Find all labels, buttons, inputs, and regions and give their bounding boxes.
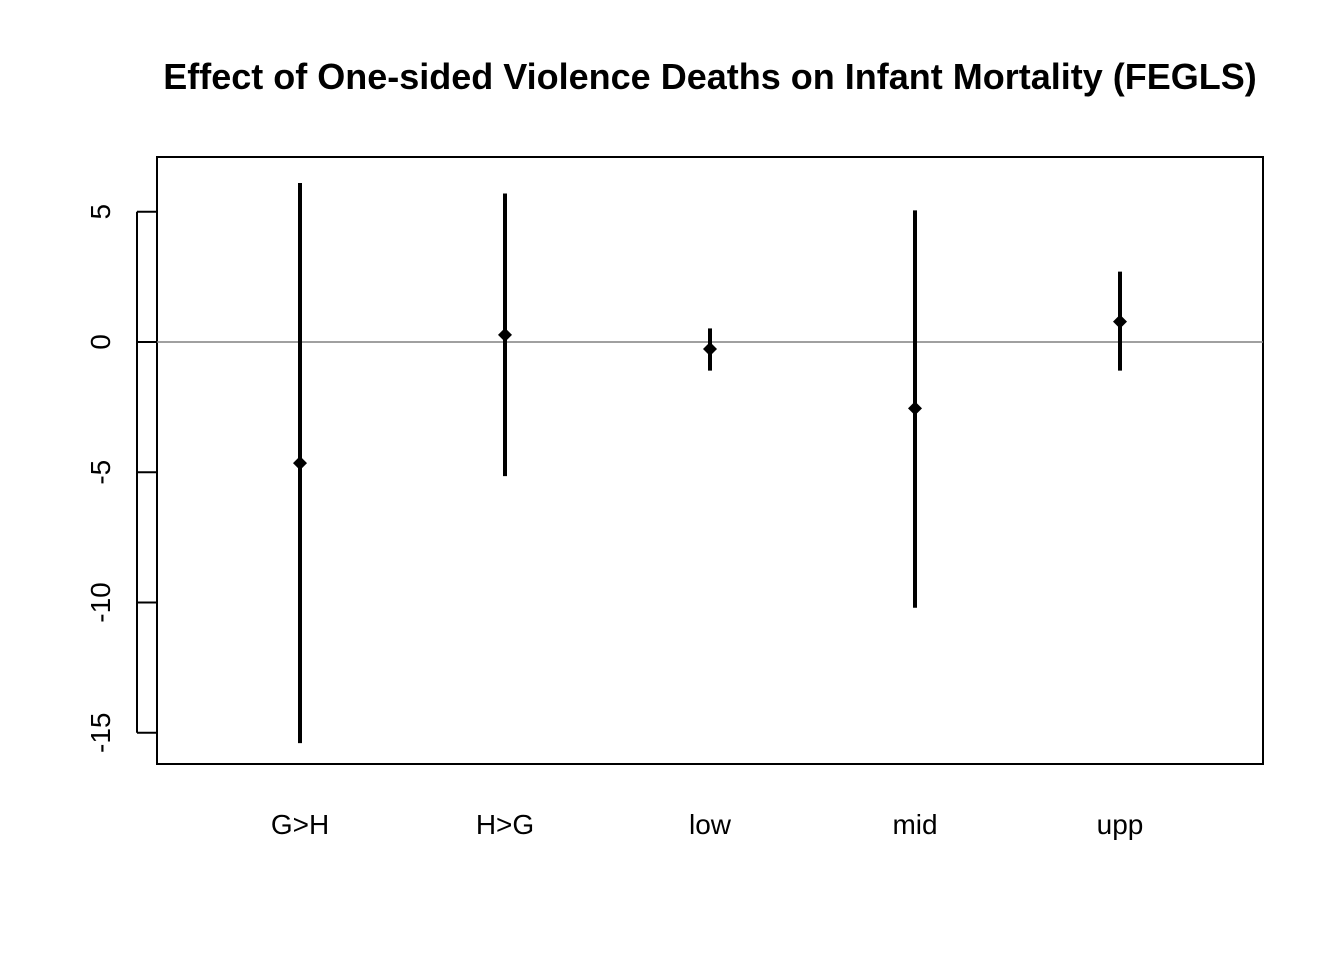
y-tick-label: -10 <box>85 582 116 622</box>
x-tick-label: upp <box>1097 809 1144 840</box>
x-tick-label: mid <box>892 809 937 840</box>
y-tick-label: -5 <box>85 460 116 485</box>
point-estimate-3 <box>908 401 922 416</box>
plot-frame <box>156 156 1264 765</box>
error-bars <box>293 183 1127 744</box>
y-tick-label: 5 <box>85 204 116 220</box>
y-tick-label: -15 <box>85 713 116 753</box>
chart-title: Effect of One-sided Violence Deaths on I… <box>163 56 1257 97</box>
point-estimate-2 <box>703 341 717 356</box>
point-estimate-4 <box>1113 314 1127 329</box>
y-tick-label: 0 <box>85 334 116 350</box>
x-tick-label: low <box>689 809 732 840</box>
point-estimate-0 <box>293 456 307 471</box>
x-tick-label: G>H <box>271 809 329 840</box>
point-estimate-1 <box>498 327 512 342</box>
y-axis: 5 0 -5 -10 -15 <box>85 204 157 753</box>
x-tick-label: H>G <box>476 809 534 840</box>
x-axis-labels: G>H H>G low mid upp <box>271 809 1144 840</box>
